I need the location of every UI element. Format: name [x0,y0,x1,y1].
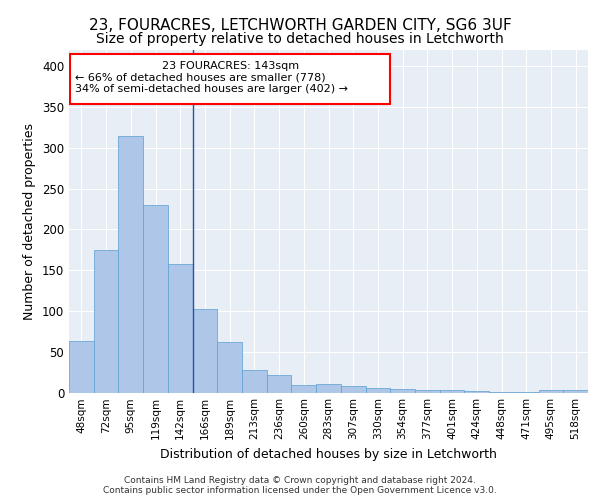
Bar [217,342,242,392]
Bar [292,385,316,392]
Bar [267,376,292,392]
Bar [563,390,588,392]
Text: Contains HM Land Registry data © Crown copyright and database right 2024.
Contai: Contains HM Land Registry data © Crown c… [103,476,497,495]
Bar [94,250,118,392]
Bar [365,388,390,392]
Bar [242,370,267,392]
Bar [316,384,341,392]
Bar [341,386,365,392]
Bar [168,264,193,392]
Bar [143,205,168,392]
Text: ← 66% of detached houses are smaller (778): ← 66% of detached houses are smaller (77… [75,72,326,82]
Text: 23, FOURACRES, LETCHWORTH GARDEN CITY, SG6 3UF: 23, FOURACRES, LETCHWORTH GARDEN CITY, S… [89,18,511,32]
Bar [539,390,563,392]
Bar [440,390,464,392]
Bar [69,341,94,392]
Bar [193,310,217,392]
Bar [118,136,143,392]
Bar [390,389,415,392]
Bar [415,390,440,392]
Y-axis label: Number of detached properties: Number of detached properties [23,122,37,320]
Text: 34% of semi-detached houses are larger (402) →: 34% of semi-detached houses are larger (… [75,84,348,94]
X-axis label: Distribution of detached houses by size in Letchworth: Distribution of detached houses by size … [160,448,497,461]
Text: Size of property relative to detached houses in Letchworth: Size of property relative to detached ho… [96,32,504,46]
Text: 23 FOURACRES: 143sqm: 23 FOURACRES: 143sqm [161,60,299,70]
Bar [464,391,489,392]
FancyBboxPatch shape [70,54,390,104]
